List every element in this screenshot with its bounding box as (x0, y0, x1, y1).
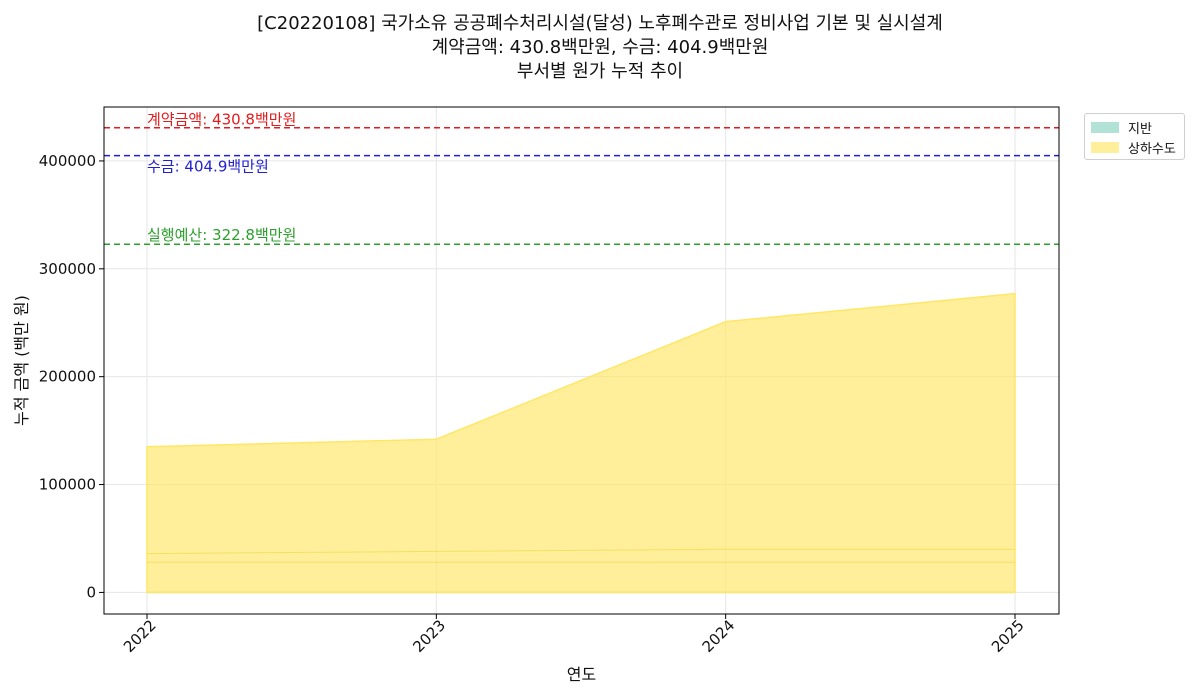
legend-label-jiban: 지반 (1128, 121, 1152, 137)
y-tick-label-1: 100000 (39, 476, 96, 494)
legend-swatch-jiban (1091, 121, 1119, 133)
y-tick-label-0: 0 (86, 583, 96, 601)
x-tick-label-1: 2023 (409, 616, 449, 656)
faint-line-0 (146, 548, 1015, 555)
legend-item-jiban: 지반 (1091, 118, 1152, 137)
legend-item-sanghasudo: 상하수도 (1091, 138, 1176, 157)
legend-label-sanghasudo: 상하수도 (1128, 141, 1176, 157)
legend-swatch-sanghasudo (1091, 141, 1119, 153)
chart-title-line2: 계약금액: 430.8백만원, 수금: 404.9백만원 (431, 37, 769, 58)
y-tick-label-3: 300000 (39, 260, 96, 278)
chart-title-line1: [C20220108] 국가소유 공공폐수처리시설(달성) 노후폐수관로 정비사… (257, 13, 943, 34)
legend: 지반 상하수도 (1084, 113, 1185, 160)
x-tick-label-0: 2022 (120, 616, 160, 656)
x-tick-label-3: 2025 (988, 616, 1028, 656)
reference-label-1: 수금: 404.9백만원 (147, 158, 269, 176)
x-axis-label: 연도 (567, 665, 596, 684)
plot-frame (103, 106, 1060, 615)
y-tick-label-2: 200000 (39, 368, 96, 386)
y-tick-label-4: 400000 (39, 152, 96, 170)
y-axis-label: 누적 금액 (백만 원) (12, 295, 31, 426)
area-series-1 (146, 292, 1016, 594)
reference-label-2: 실행예산: 322.8백만원 (147, 226, 296, 244)
chart-title-line3: 부서별 원가 누적 추이 (516, 61, 684, 82)
x-tick-label-2: 2024 (699, 616, 739, 656)
reference-label-0: 계약금액: 430.8백만원 (147, 111, 296, 129)
